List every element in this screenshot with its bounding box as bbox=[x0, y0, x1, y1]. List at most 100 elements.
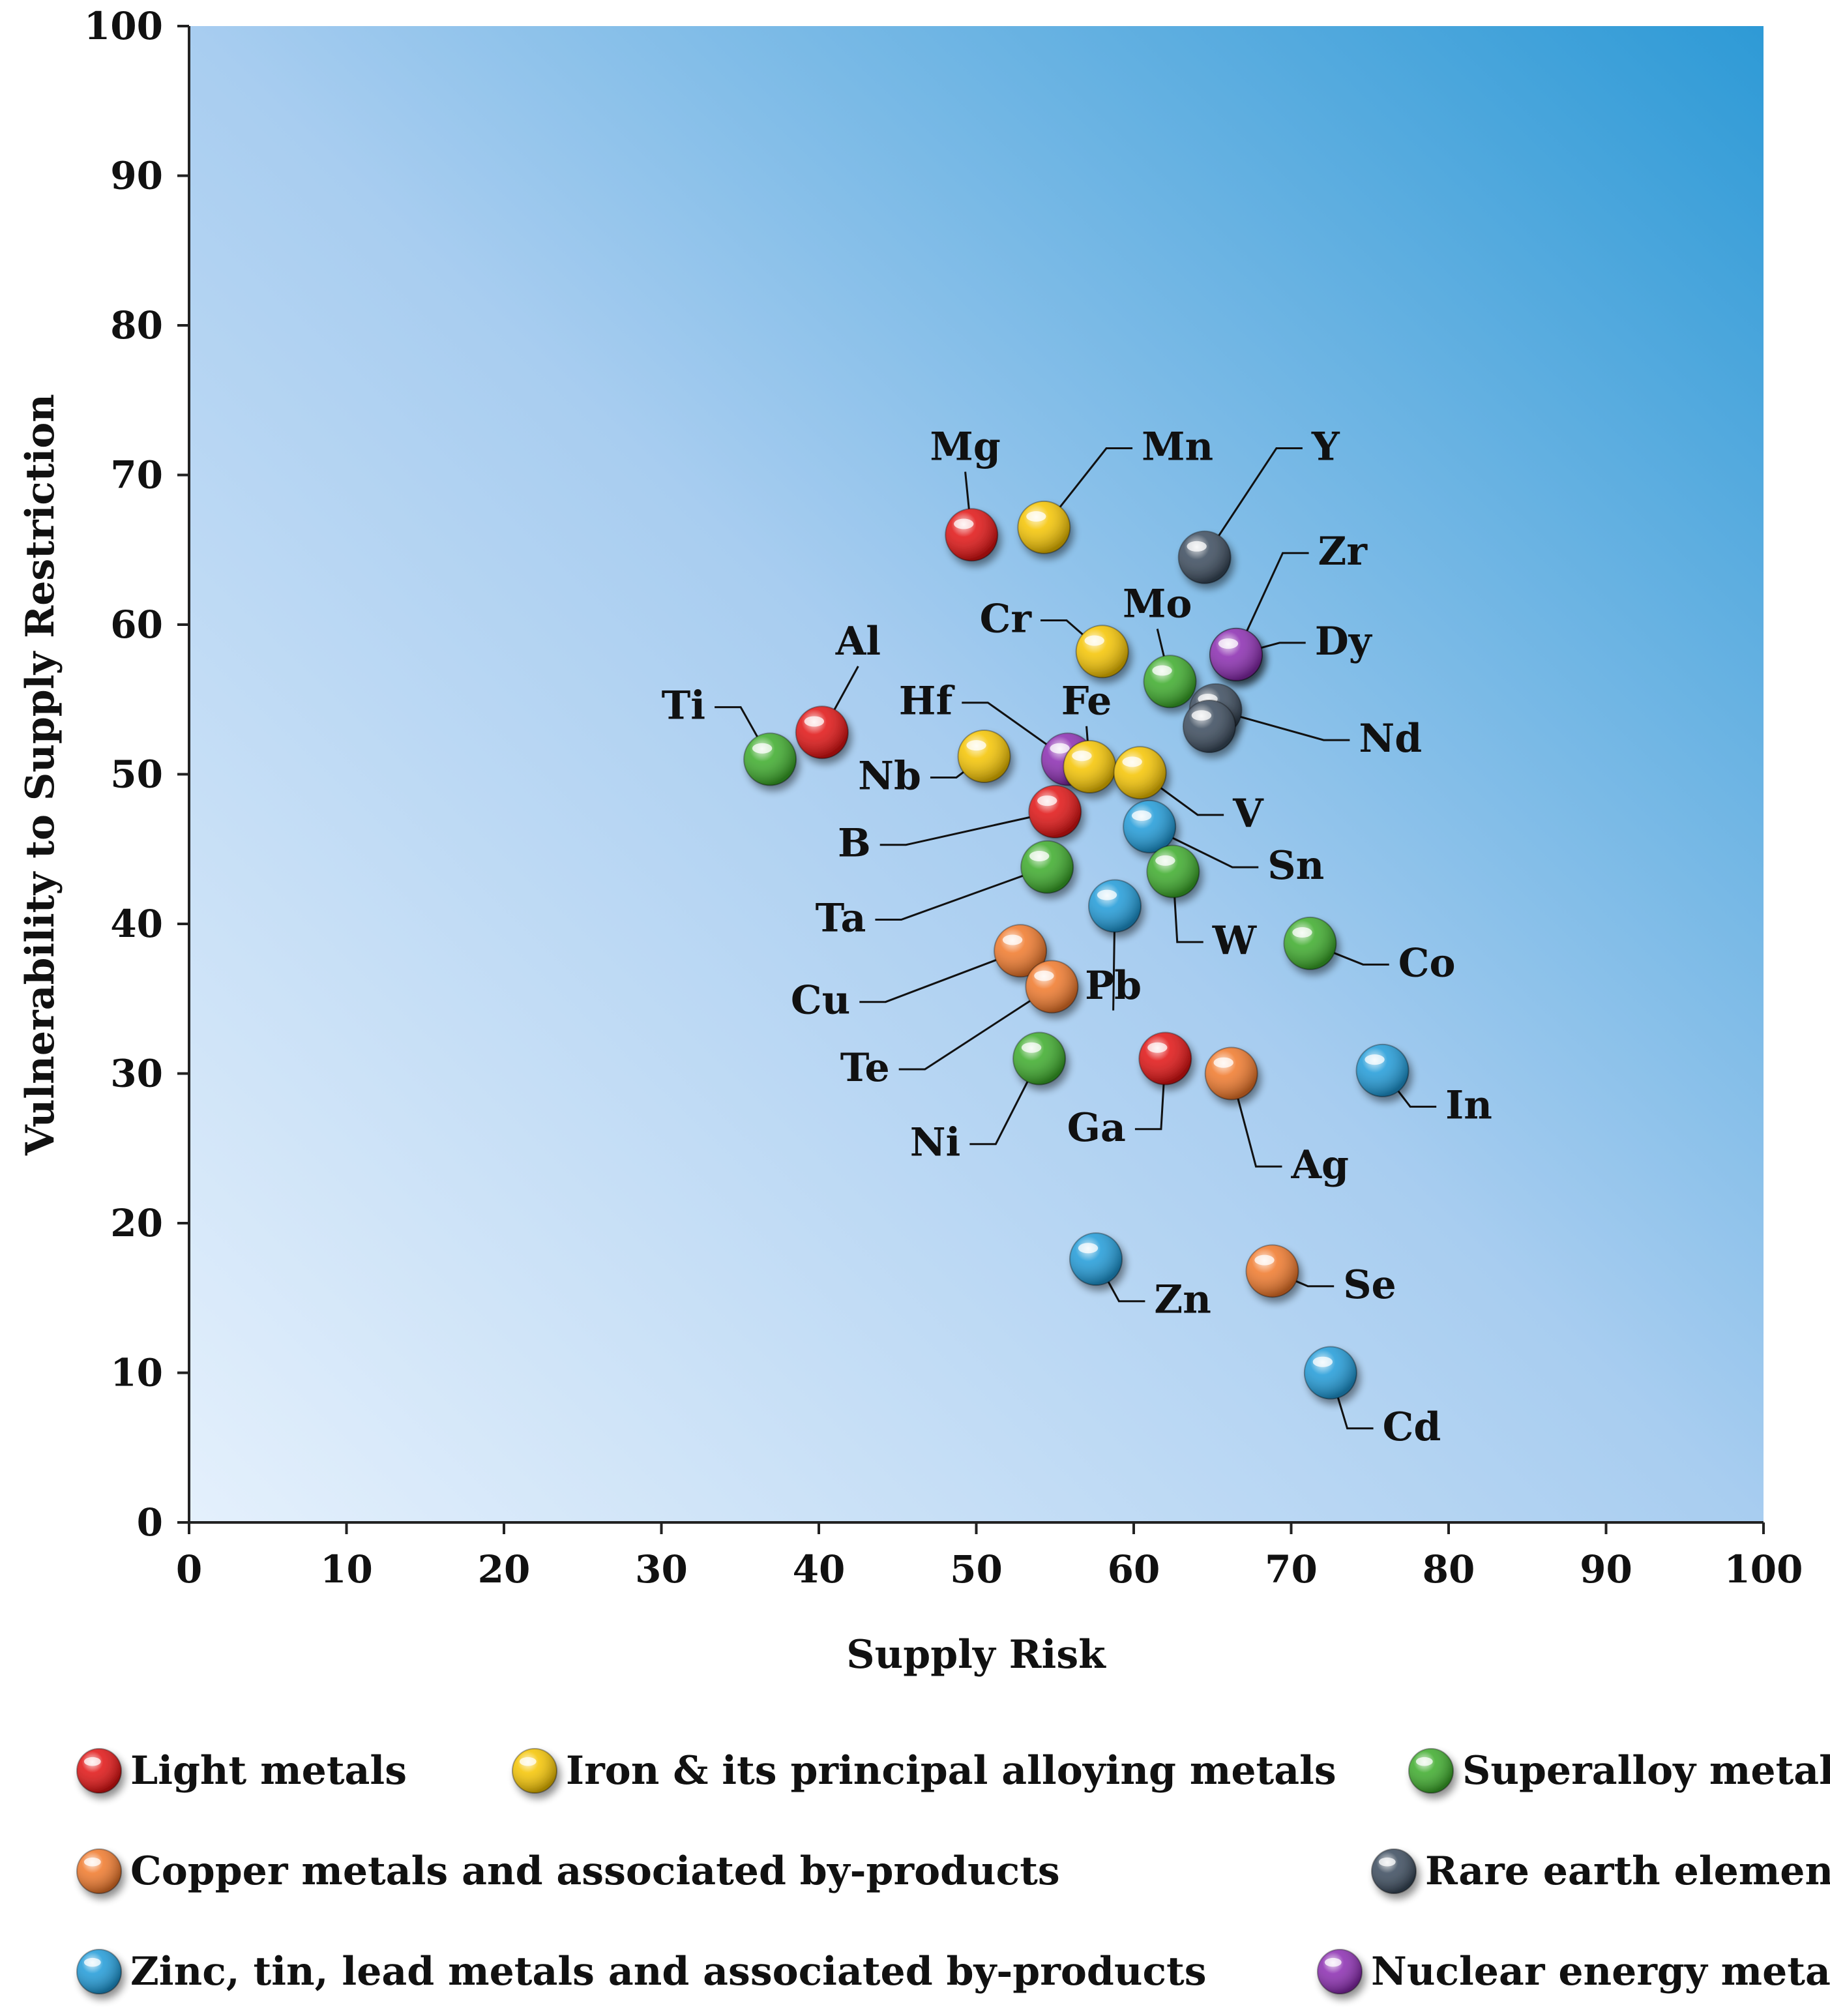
axes: 0 10 20 30 40 50 60 70 80 90 100 0 10 20 30 40 50 60 70 80 9… bbox=[84, 4, 1803, 1592]
x-tick-label: 70 bbox=[1265, 1547, 1318, 1592]
data-point-fe bbox=[1063, 740, 1117, 794]
y-tick-label: 20 bbox=[110, 1201, 163, 1245]
data-point-w bbox=[1146, 844, 1200, 898]
point-label-nb: Nb bbox=[858, 753, 921, 799]
y-tick-label: 100 bbox=[84, 4, 163, 48]
point-label-hf: Hf bbox=[899, 679, 956, 724]
leader-line-mn bbox=[1043, 447, 1133, 528]
x-tick-label: 0 bbox=[176, 1547, 202, 1592]
x-tick-label: 60 bbox=[1108, 1547, 1160, 1592]
point-label-nd: Nd bbox=[1359, 716, 1422, 762]
data-point-te bbox=[1025, 960, 1079, 1014]
data-point-v bbox=[1113, 746, 1167, 800]
point-label-pb: Pb bbox=[1085, 963, 1142, 1009]
data-point-ni bbox=[1012, 1031, 1067, 1086]
point-label-in: In bbox=[1445, 1082, 1492, 1128]
x-tick-label: 100 bbox=[1724, 1547, 1803, 1592]
data-point-pb bbox=[1088, 879, 1142, 933]
data-point-nd-2 bbox=[1182, 700, 1236, 754]
data-point-ag bbox=[1204, 1046, 1258, 1101]
legend-label-copper: Copper metals and associated by-products bbox=[130, 1848, 1060, 1894]
data-point-nb bbox=[957, 729, 1011, 783]
y-tick-label: 0 bbox=[137, 1500, 163, 1545]
leader-line-ag bbox=[1230, 1073, 1282, 1168]
legend-marker-nuclear bbox=[1317, 1949, 1363, 1994]
point-label-al: Al bbox=[835, 619, 881, 664]
x-tick-label: 40 bbox=[793, 1547, 846, 1592]
legend-marker-zinc bbox=[76, 1949, 122, 1994]
y-tick-label: 80 bbox=[110, 303, 163, 348]
x-tick-label: 20 bbox=[478, 1547, 531, 1592]
legend-label-nuclear: Nuclear energy metals bbox=[1371, 1949, 1830, 1994]
y-tick-label: 70 bbox=[110, 453, 163, 497]
data-point-mg bbox=[945, 508, 999, 562]
y-axis-title: Vulnerability to Supply Restriction bbox=[18, 394, 63, 1156]
legend-label-light: Light metals bbox=[130, 1748, 407, 1794]
point-label-zr: Zr bbox=[1318, 529, 1368, 574]
leader-line-cu bbox=[859, 949, 1021, 1003]
point-label-co: Co bbox=[1398, 940, 1456, 986]
point-labels: Mg Mn Y Zr Dy Cr Mo Nd Al Ti Hf Fe Nb V B Sn Ta W Pb Co Cu Te… bbox=[662, 424, 1492, 1450]
data-point-y bbox=[1177, 530, 1232, 584]
legend: Light metals Iron & its principal alloyin… bbox=[76, 1748, 1830, 1994]
point-label-ti: Ti bbox=[662, 683, 705, 729]
point-label-mo: Mo bbox=[1123, 582, 1192, 627]
data-point-ga bbox=[1138, 1031, 1192, 1086]
y-tick-label: 90 bbox=[110, 154, 163, 198]
data-points bbox=[743, 500, 1409, 1400]
point-label-w: W bbox=[1212, 918, 1258, 964]
point-label-cr: Cr bbox=[980, 596, 1033, 642]
data-point-mo bbox=[1143, 655, 1197, 709]
y-tick-label: 50 bbox=[110, 752, 163, 797]
legend-marker-rare bbox=[1371, 1848, 1417, 1894]
point-label-dy: Dy bbox=[1315, 619, 1373, 664]
y-tick-label: 40 bbox=[110, 902, 163, 946]
legend-marker-copper bbox=[76, 1848, 122, 1894]
data-point-se bbox=[1245, 1244, 1299, 1298]
data-point-co bbox=[1283, 916, 1337, 970]
x-tick-label: 80 bbox=[1423, 1547, 1475, 1592]
leader-line-hf bbox=[962, 702, 1069, 760]
data-point-cu bbox=[994, 924, 1048, 978]
point-label-se: Se bbox=[1343, 1262, 1396, 1308]
point-label-cd: Cd bbox=[1383, 1404, 1441, 1450]
point-label-te: Te bbox=[840, 1045, 890, 1091]
x-axis-title: Supply Risk bbox=[846, 1632, 1106, 1678]
y-tick-label: 10 bbox=[110, 1351, 163, 1395]
point-label-ga: Ga bbox=[1067, 1105, 1126, 1151]
y-tick-label: 60 bbox=[110, 602, 163, 647]
legend-label-rare: Rare earth elements bbox=[1425, 1848, 1830, 1894]
x-tick-label: 50 bbox=[950, 1547, 1003, 1592]
point-label-y: Y bbox=[1311, 424, 1340, 470]
point-label-mn: Mn bbox=[1142, 424, 1213, 470]
point-label-sn: Sn bbox=[1267, 843, 1324, 889]
data-point-zn bbox=[1069, 1232, 1123, 1286]
x-tick-label: 30 bbox=[635, 1547, 688, 1592]
leader-line-nd bbox=[1215, 709, 1350, 741]
x-tick-label: 10 bbox=[320, 1547, 373, 1592]
data-point-sn bbox=[1123, 799, 1177, 853]
x-tick-label: 90 bbox=[1580, 1547, 1632, 1592]
data-point-mn bbox=[1017, 500, 1071, 554]
leader-lines bbox=[715, 447, 1437, 1430]
legend-marker-super bbox=[1408, 1748, 1454, 1794]
y-tick-label: 30 bbox=[110, 1052, 163, 1096]
leader-line-y bbox=[1203, 447, 1303, 558]
legend-marker-light bbox=[76, 1748, 122, 1794]
legend-label-zinc: Zinc, tin, lead metals and associated by… bbox=[130, 1949, 1206, 1994]
data-point-b bbox=[1028, 784, 1082, 838]
point-label-cu: Cu bbox=[791, 978, 850, 1024]
point-label-ag: Ag bbox=[1291, 1142, 1350, 1188]
data-point-ti bbox=[743, 732, 797, 786]
point-label-mg: Mg bbox=[930, 424, 1000, 470]
data-point-cr bbox=[1075, 625, 1129, 679]
point-label-ni: Ni bbox=[910, 1120, 961, 1166]
data-point-dy bbox=[1209, 627, 1263, 681]
leader-line-sn bbox=[1149, 825, 1259, 868]
leader-line-ta bbox=[875, 866, 1048, 921]
leader-line-ni bbox=[969, 1058, 1040, 1146]
point-label-v: V bbox=[1232, 791, 1264, 837]
data-point-al bbox=[795, 705, 849, 760]
leader-line-b bbox=[879, 810, 1055, 846]
